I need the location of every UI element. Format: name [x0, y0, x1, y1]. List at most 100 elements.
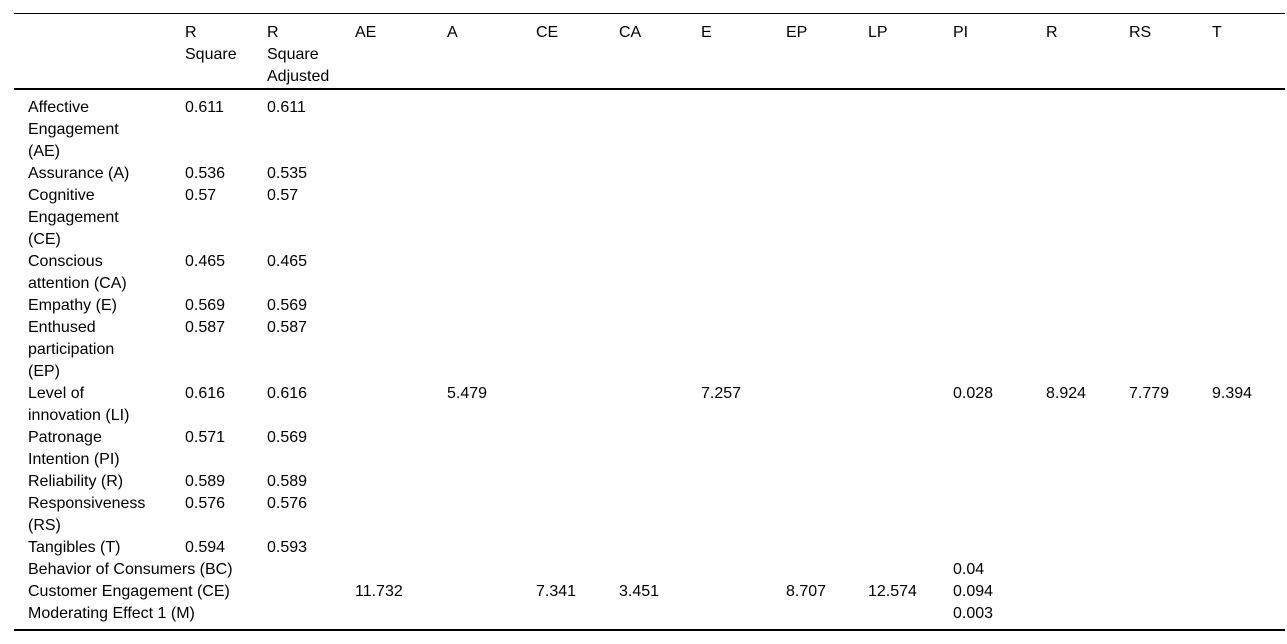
- cell-r-square-adjusted: 0.535: [267, 165, 308, 182]
- cell-t: [1198, 427, 1285, 471]
- cell-a: [433, 163, 522, 185]
- cell-ca: [605, 383, 687, 427]
- cell-ep: [772, 89, 854, 163]
- cell-ca: [605, 603, 687, 630]
- cell-pi: 0.028: [953, 385, 994, 402]
- cell-lp: [854, 559, 939, 581]
- cell-a: [433, 89, 522, 163]
- table-row: Patronage Intention (PI) 0.571 0.569: [14, 427, 1285, 471]
- cell-pi: [939, 295, 1032, 317]
- column-header-r-square: R Square: [171, 13, 253, 90]
- cell-r-square: 0.57: [185, 187, 217, 204]
- cell-ae: [341, 295, 433, 317]
- cell-a: [433, 537, 522, 559]
- cell-ca: [605, 317, 687, 383]
- cell-ce: [522, 251, 605, 295]
- cell-r-square: 0.536: [185, 165, 226, 182]
- cell-e: [687, 163, 772, 185]
- cell-ae: [341, 427, 433, 471]
- cell-rs: [1115, 185, 1198, 251]
- row-label: Reliability (R): [28, 473, 124, 490]
- cell-ep: [772, 317, 854, 383]
- cell-r-square-adjusted: 0.576: [267, 495, 308, 512]
- table-row: Affective Engagement (AE) 0.611 0.611: [14, 89, 1285, 163]
- cell-rs: [1115, 89, 1198, 163]
- cell-a: [433, 603, 522, 630]
- table-row: Cognitive Engagement (CE) 0.57 0.57: [14, 185, 1285, 251]
- cell-ca: [605, 427, 687, 471]
- cell-ce: [522, 537, 605, 559]
- cell-t: [1198, 603, 1285, 630]
- cell-ae: [341, 163, 433, 185]
- cell-ae: [341, 559, 433, 581]
- cell-r-square: 0.611: [185, 99, 224, 116]
- row-label: Empathy (E): [28, 297, 117, 314]
- table-row: Behavior of Consumers (BC) 0.04: [14, 559, 1285, 581]
- cell-t: [1198, 493, 1285, 537]
- cell-e: [687, 559, 772, 581]
- column-header-a: A: [433, 13, 522, 90]
- cell-pi: [939, 537, 1032, 559]
- cell-rs: [1115, 603, 1198, 630]
- cell-ae: [341, 603, 433, 630]
- cell-rs: [1115, 493, 1198, 537]
- column-header-r-square-adjusted: R Square Adjusted: [253, 13, 341, 90]
- cell-r: [1032, 295, 1115, 317]
- cell-r-square: 0.465: [185, 253, 226, 270]
- row-label: Cognitive Engagement (CE): [28, 187, 119, 248]
- cell-e: [687, 251, 772, 295]
- cell-r-square-adjusted: 0.465: [267, 253, 308, 270]
- cell-e: [687, 603, 772, 630]
- cell-rs: [1115, 559, 1198, 581]
- cell-ep: [772, 559, 854, 581]
- cell-pi: [939, 427, 1032, 471]
- cell-ep: [772, 603, 854, 630]
- cell-ae: [341, 89, 433, 163]
- cell-ce: [522, 89, 605, 163]
- cell-ca: 3.451: [619, 583, 660, 600]
- cell-lp: [854, 295, 939, 317]
- cell-rs: [1115, 427, 1198, 471]
- row-label: Patronage Intention (PI): [28, 429, 120, 468]
- cell-pi: 0.094: [953, 583, 994, 600]
- cell-a: [433, 559, 522, 581]
- cell-ce: [522, 185, 605, 251]
- cell-ep: [772, 471, 854, 493]
- cell-r-square: 0.594: [185, 539, 226, 556]
- cell-r-square-adjusted: 0.57: [267, 187, 299, 204]
- cell-rs: [1115, 471, 1198, 493]
- cell-r: [1032, 163, 1115, 185]
- cell-r-square: 0.569: [185, 297, 226, 314]
- table-row: Tangibles (T) 0.594 0.593: [14, 537, 1285, 559]
- cell-ae: [341, 317, 433, 383]
- cell-pi: [939, 185, 1032, 251]
- cell-e: 7.257: [701, 385, 742, 402]
- cell-lp: [854, 317, 939, 383]
- cell-r: [1032, 251, 1115, 295]
- row-label: Customer Engagement (CE): [28, 583, 230, 600]
- cell-ce: [522, 427, 605, 471]
- cell-a: [433, 185, 522, 251]
- cell-pi: 0.003: [953, 605, 994, 622]
- table-row: Assurance (A) 0.536 0.535: [14, 163, 1285, 185]
- cell-ep: [772, 493, 854, 537]
- cell-ce: [522, 603, 605, 630]
- cell-r: [1032, 427, 1115, 471]
- cell-t: [1198, 163, 1285, 185]
- cell-t: [1198, 251, 1285, 295]
- column-header-lp: LP: [854, 13, 939, 90]
- cell-pi: [939, 493, 1032, 537]
- cell-r: [1032, 537, 1115, 559]
- cell-e: [687, 89, 772, 163]
- cell-t: [1198, 471, 1285, 493]
- cell-ca: [605, 493, 687, 537]
- cell-r-square: 0.589: [185, 473, 226, 490]
- cell-e: [687, 581, 772, 603]
- row-label: Assurance (A): [28, 165, 130, 182]
- table-body: Affective Engagement (AE) 0.611 0.611 Assur…: [14, 89, 1285, 630]
- row-label: Conscious attention (CA): [28, 253, 127, 292]
- cell-r-square: 0.587: [185, 319, 226, 336]
- column-header-e: E: [687, 13, 772, 90]
- cell-t: [1198, 89, 1285, 163]
- cell-r-square-adjusted: 0.569: [267, 297, 308, 314]
